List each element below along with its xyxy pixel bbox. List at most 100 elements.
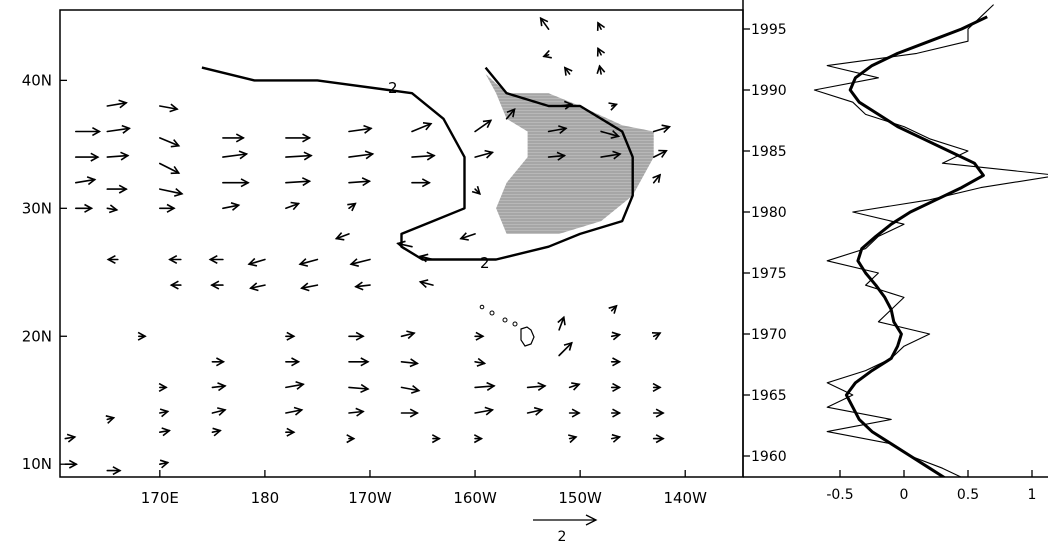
vector-head [170,139,181,148]
ts-y-tick-label: 1990 [751,83,787,99]
vector-head [173,187,184,197]
vector-head [563,66,573,76]
ts-y-tick-label: 1960 [751,449,787,465]
wind-vector [539,16,550,31]
wind-vector [558,341,573,357]
wind-vector [400,384,421,394]
vector-head [506,108,516,118]
wind-vectors [64,16,672,476]
vector-shaft [159,105,178,110]
wind-vector [285,381,305,390]
wind-vector [106,151,130,161]
vector-shaft [558,103,573,107]
wind-vector [64,433,77,443]
vector-shaft [600,153,621,158]
vector-shaft [300,284,319,290]
wind-vector [106,184,128,194]
map-x-axis: 170E 180 170W 160W 150W 140W [141,470,707,507]
wind-vector [596,47,606,57]
wind-vector [249,282,266,292]
vector-head [431,434,441,444]
vector-shaft [526,409,543,414]
vector-head [611,433,622,443]
vector-head [349,258,360,267]
vector-shaft [159,137,180,147]
vector-shaft [106,127,131,133]
vector-shaft [505,108,516,120]
wind-vector [222,202,241,211]
vector-head [347,202,357,212]
vector-head [596,64,606,74]
vector-head [556,151,567,161]
vector-head [121,124,131,134]
x-tick-label: 160W [453,489,497,507]
vector-shaft [348,410,364,414]
vector-head [238,150,249,160]
wind-vector [300,282,319,292]
wind-vector [348,124,373,134]
vector-shaft [400,332,415,338]
vector-head [240,178,250,188]
vector-shaft [249,284,266,290]
wind-vector [610,408,622,418]
vector-head [216,357,226,367]
vector-head [557,315,566,326]
wind-vector [349,258,371,267]
wind-vector [418,253,434,263]
ts-y-axis: 1960 1965 1970 1975 1980 1985 1990 1995 [743,22,787,465]
wind-vector [211,427,222,437]
vector-shaft [106,102,127,107]
vector-head [360,383,370,394]
vector-shaft [159,188,183,195]
y-tick-label: 40N [22,71,52,89]
vector-shaft [539,17,550,31]
vector-head [484,406,495,416]
vector-head [418,253,429,263]
wind-vector [547,125,568,135]
wind-vector [411,122,433,133]
vector-head [422,122,433,131]
vector-shaft [354,284,371,288]
vector-head [249,282,259,292]
vector-shaft [419,255,434,261]
vector-head [169,280,179,290]
vector-head [286,427,296,437]
wind-vector [222,150,249,160]
contour-2-line [201,66,634,261]
wind-vector [610,433,622,443]
vector-head [608,304,618,314]
wind-vector [106,99,128,109]
vector-head [247,257,258,267]
vector-shaft [652,126,671,133]
time-series-panel: -0.5 0 0.5 1 196019651970197519801985199019… [742,0,1048,503]
vector-head [334,232,345,241]
wind-vector [542,49,552,59]
island-outline [489,310,495,316]
vector-shaft [474,151,494,158]
island-outline [479,304,485,310]
vector-head [355,331,365,341]
wind-vector [285,133,312,143]
vector-head [421,178,431,188]
vector-head [363,124,373,134]
wind-vector [652,149,668,158]
vector-head [106,254,116,265]
reference-vector: 2 [533,514,598,545]
ts-y-tick-label: 1965 [751,388,787,404]
wind-vector [600,150,622,160]
vector-head [108,204,119,214]
wind-vector [418,279,434,288]
contour-line [201,66,634,261]
vector-head [112,466,122,476]
vector-head [170,165,181,175]
vector-head [291,357,301,367]
vector-head [596,21,606,31]
vector-shaft [558,316,565,331]
vector-head [409,358,419,368]
vector-shaft [285,180,311,184]
wind-vector [459,232,476,241]
vector-head [612,408,622,418]
wind-vector [159,427,171,437]
vector-head [303,151,313,161]
wind-vector [247,257,266,267]
